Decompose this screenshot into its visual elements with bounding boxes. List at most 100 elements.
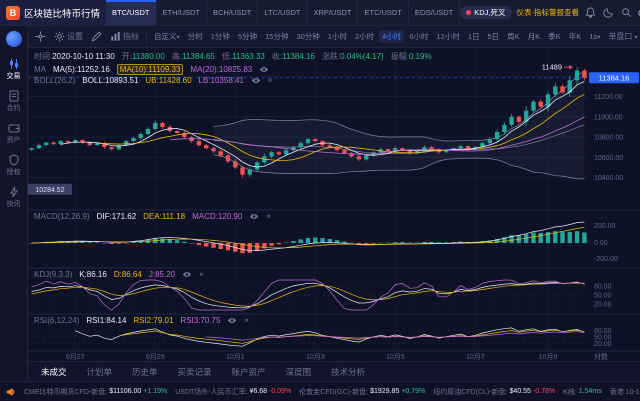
close-icon[interactable]: × (266, 212, 272, 221)
tab-account-assets[interactable]: 账户资产 (231, 366, 266, 377)
timeframe-1y[interactable]: 年K (568, 32, 582, 41)
sidebar-item-label: 合约 (6, 105, 21, 112)
sidebar-logo-icon[interactable] (5, 31, 22, 47)
tab-history-orders[interactable]: 历史单 (132, 366, 158, 377)
timeframe-5d[interactable]: 5日 (487, 32, 500, 41)
timeframe-1w[interactable]: 周K (507, 32, 520, 41)
app-title: 区块链比特币行情 (24, 8, 101, 20)
timeframe-1min[interactable]: 1分钟 (210, 32, 230, 41)
tab-open-orders[interactable]: 未成交 (41, 366, 67, 377)
topbar-right: KDJ,死叉 仪表·指标警报查看 CNY ▾ (460, 0, 640, 25)
eye-icon[interactable] (249, 213, 259, 220)
timeframe-12h[interactable]: 12小时 (436, 32, 460, 41)
svg-text:10月7: 10月7 (466, 353, 485, 361)
svg-text:10800.00: 10800.00 (594, 135, 623, 142)
ticker-oil[interactable]: 纽约原油CFD(CL)-新盘: $40.55 -0.78% (433, 387, 555, 397)
svg-text:9月29: 9月29 (146, 353, 165, 361)
pair-tab-bchusdt[interactable]: BCH/USDT (207, 0, 259, 25)
tab-plan-orders[interactable]: 计划单 (86, 366, 113, 377)
timeframe-seconds[interactable]: 1s▾ (586, 31, 603, 42)
svg-text:10月3: 10月3 (306, 353, 325, 361)
sidebar-item-contract[interactable]: 合约 (7, 90, 21, 113)
pair-tab-btcusdt[interactable]: BTC/USDT (106, 0, 157, 25)
timeframe-realtime[interactable]: 分时 (187, 32, 203, 41)
server-clock: 香港 10-10 16:39:27 (609, 388, 640, 396)
settings-button[interactable]: 设置 (51, 31, 86, 42)
main-panel: 设置 指标 自定义▾ 分时 1分钟 5分钟 15分钟 30分钟 1小时 2小时 … (28, 26, 640, 381)
close-icon[interactable]: × (244, 316, 250, 325)
timeframe-5min[interactable]: 5分钟 (237, 32, 258, 41)
pair-tab-xrpusdt[interactable]: XRP/USDT (307, 0, 359, 25)
close-icon[interactable]: × (199, 270, 204, 279)
svg-text:对数: 对数 (594, 352, 608, 361)
currency-select[interactable]: CNY ▾ (638, 8, 640, 18)
alert-dot-icon (466, 10, 472, 15)
seconds-label: 1s (589, 32, 598, 41)
kline-chart[interactable]: 11400.0011200.0011000.0010800.0010600.00… (28, 48, 640, 361)
sidebar-item-news[interactable]: 快讯 (7, 186, 21, 209)
close-icon[interactable]: × (267, 76, 273, 85)
topbar: B 区块链比特币行情 BTC/USDT ETH/USDT BCH/USDT LT… (0, 0, 640, 26)
panel-label: 单盘口 (608, 32, 633, 41)
currency-label: CNY (638, 8, 640, 18)
alert-action-link[interactable]: 仪表·指标警报查看 (516, 8, 580, 17)
svg-text:80.00: 80.00 (594, 284, 612, 291)
timeframe-6h[interactable]: 6小时 (409, 32, 429, 41)
sidebar-item-auth[interactable]: 授权 (7, 154, 21, 177)
timeframe-2h[interactable]: 2小时 (354, 32, 375, 41)
kline-latency: K线: 1.54ms (563, 387, 602, 397)
kline-svg: 11400.0011200.0011000.0010800.0010600.00… (28, 48, 640, 361)
timeframe-4h[interactable]: 4小时 (379, 30, 405, 43)
signal-alert-chip[interactable]: KDJ,死叉 (460, 6, 512, 19)
moon-icon[interactable] (602, 6, 615, 19)
svg-text:10月9: 10月9 (539, 353, 558, 361)
tab-technical-analysis[interactable]: 技术分析 (331, 366, 366, 377)
ticker-change: +0.79% (401, 388, 426, 395)
svg-text:-200.00: -200.00 (594, 256, 618, 263)
ticker-label: 伦敦金CFD(GC)-新盘: (299, 388, 369, 396)
ticker-value: $1929.85 (370, 388, 400, 395)
ticker-gold[interactable]: 伦敦金CFD(GC)-新盘: $1929.85 +0.79% (299, 387, 425, 397)
svg-text:11489: 11489 (542, 63, 562, 72)
svg-text:10284.52: 10284.52 (35, 187, 64, 194)
sidebar-item-label: 授权 (6, 169, 21, 176)
tab-depth-chart[interactable]: 深度图 (285, 366, 312, 377)
timeframe-15min[interactable]: 15分钟 (265, 32, 289, 41)
indicators-button[interactable]: 指标 (107, 31, 142, 42)
eye-icon[interactable] (251, 77, 261, 84)
svg-text:10月5: 10月5 (386, 353, 405, 361)
pair-tab-ltcusdt[interactable]: LTC/USDT (258, 0, 308, 25)
kline-latency-label: K线: (563, 388, 577, 396)
timeframe-1q[interactable]: 季K (548, 32, 561, 41)
eye-icon[interactable] (182, 271, 192, 278)
brand[interactable]: B 区块链比特币行情 (0, 0, 107, 25)
pair-tab-ethusdt[interactable]: ETH/USDT (157, 0, 208, 25)
chart-canvas[interactable]: 11400.0011200.0011000.0010800.0010600.00… (28, 48, 640, 361)
ticker-value: $40.55 (509, 388, 531, 395)
sidebar-item-label: 交易 (6, 73, 21, 80)
ticker-change: -0.78% (532, 388, 556, 395)
orderbook-panel-toggle[interactable]: 单盘口 ▾ (605, 31, 640, 42)
bell-icon[interactable] (584, 6, 597, 19)
ticker-cme-btc[interactable]: CME比特币期货CFD-新盘: $11106.00 +1.19% (24, 387, 167, 397)
ticker-value: ¥6.68 (249, 388, 268, 395)
draw-tool-button[interactable] (88, 31, 105, 42)
alert-text: KDJ,死叉 (474, 8, 506, 17)
timeframe-1d[interactable]: 1日 (467, 32, 480, 41)
search-icon[interactable] (620, 6, 633, 19)
eye-icon[interactable] (227, 317, 237, 324)
sidebar-item-trade[interactable]: 交易 (7, 58, 21, 81)
crosshair-tool-button[interactable] (32, 31, 49, 42)
svg-text:9月27: 9月27 (66, 353, 85, 361)
sidebar-item-assets[interactable]: 资产 (7, 122, 21, 145)
timeframe-1h[interactable]: 1小时 (327, 32, 347, 41)
tab-trade-records[interactable]: 买卖记录 (177, 366, 212, 377)
pair-tab-etcusdt[interactable]: ETC/USDT (358, 0, 409, 25)
timeframe-custom[interactable]: 自定义▾ (151, 30, 183, 43)
timeframe-30min[interactable]: 30分钟 (296, 32, 320, 41)
pair-tab-eosusdt[interactable]: EOS/USDT (409, 0, 461, 25)
ticker-usdt-cny[interactable]: USDT场外-人民币汇率: ¥6.68 -0.09% (175, 387, 291, 397)
timeframe-1mo[interactable]: 月K (527, 32, 541, 41)
eye-icon[interactable] (259, 66, 269, 73)
